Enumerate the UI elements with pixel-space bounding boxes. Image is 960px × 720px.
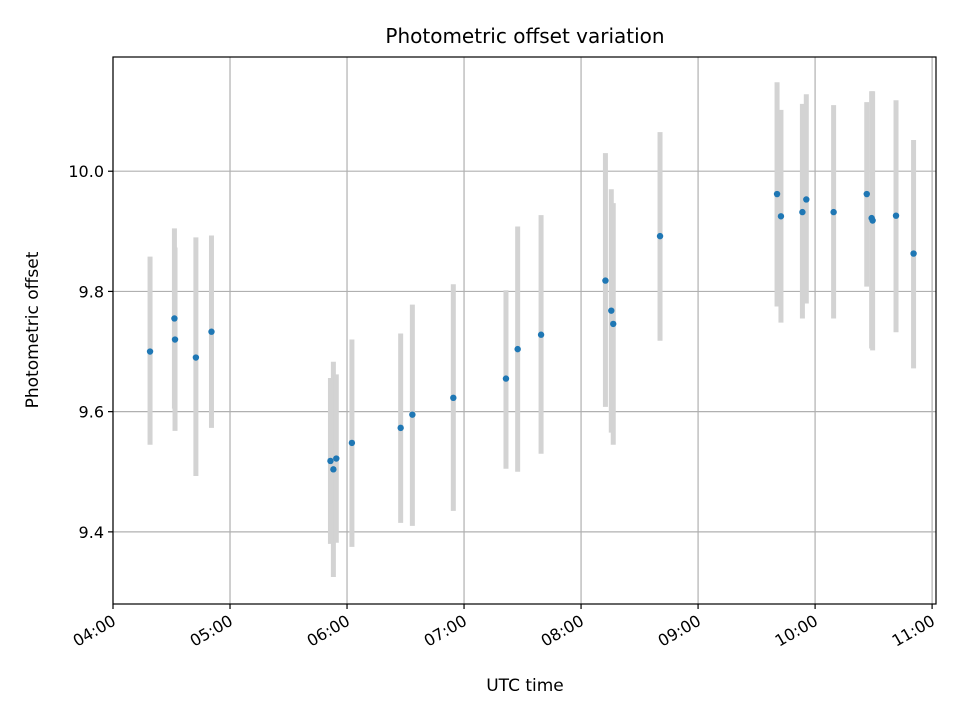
y-tick-label: 9.6 [79,403,104,422]
y-tick-label: 10.0 [68,162,104,181]
data-point [409,411,416,418]
data-point [863,190,870,198]
y-axis-label: Photometric offset [23,251,43,408]
data-point [869,217,876,224]
data-point [333,455,340,462]
chart-title: Photometric offset variation [385,24,664,48]
data-point [514,345,521,353]
data-point [773,190,781,198]
data-point [146,348,154,355]
data-point [602,277,609,284]
data-point [502,375,510,382]
data-point [397,424,404,432]
y-axis: 9.4 9.6 9.8 10.0 [68,162,113,542]
grid [112,57,936,604]
data-point [192,354,200,361]
data-point [330,466,337,473]
data-point [537,331,545,338]
data-point [830,208,837,216]
data-point [171,336,179,343]
data-point [803,196,810,203]
data-point [610,320,617,328]
data-point [656,232,664,240]
data-points [146,190,917,473]
data-point [348,439,356,447]
data-point [777,213,785,220]
data-point [608,307,615,314]
y-tick-label: 9.8 [79,282,104,301]
data-point [910,250,917,257]
data-point [450,394,457,402]
data-point [799,208,806,216]
data-point [171,315,178,322]
data-point [327,457,334,465]
data-point [892,212,900,219]
data-point [208,328,215,335]
x-axis-label: UTC time [486,676,564,696]
y-tick-label: 9.4 [79,523,104,542]
plot-frame [112,56,937,605]
